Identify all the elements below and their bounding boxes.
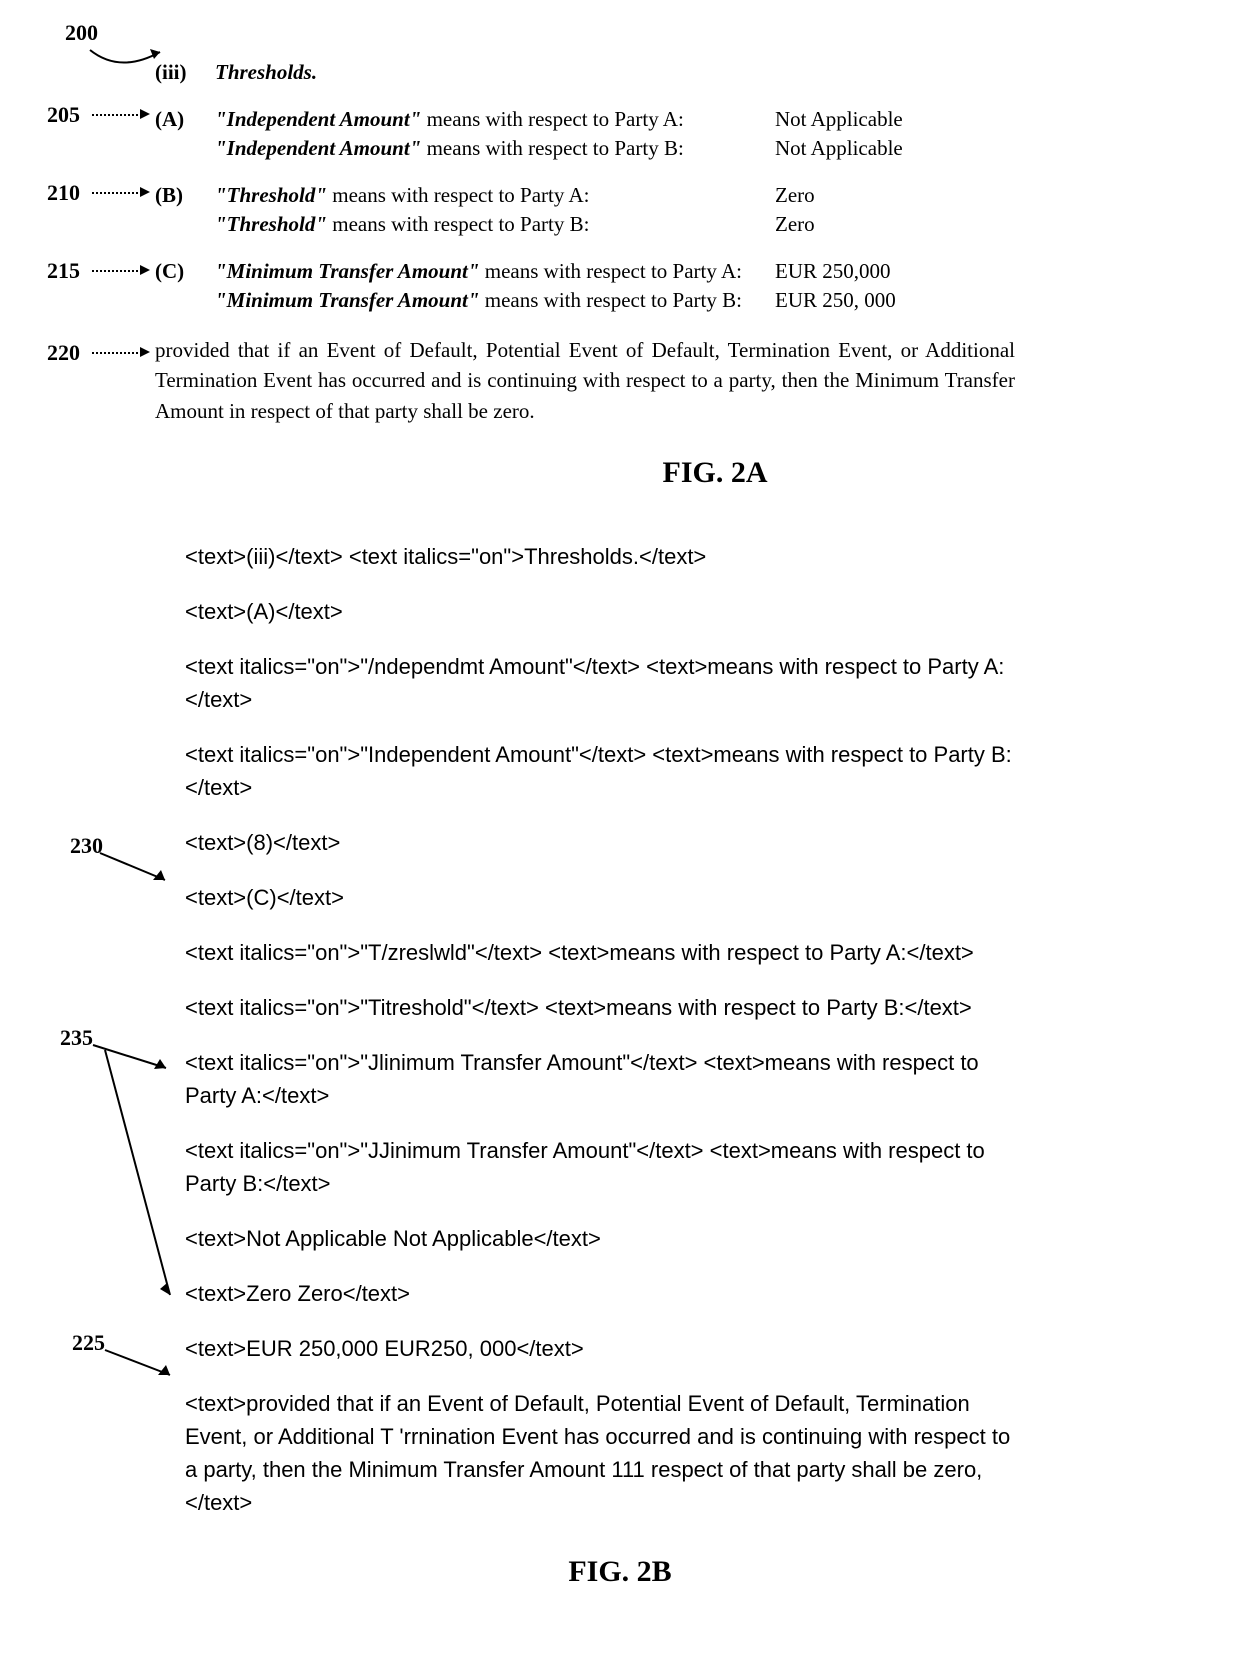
fig2b-line-10: <text>Not Applicable Not Applicable</tex…: [185, 1222, 1015, 1255]
val-a2: Not Applicable: [775, 136, 975, 161]
fig2a-section-c: (C) "Minimum Transfer Amount" means with…: [155, 259, 1155, 313]
rest-a2: means with respect to Party B:: [421, 136, 683, 160]
arrow-210: [140, 186, 152, 198]
val-a1: Not Applicable: [775, 107, 975, 132]
fig2b-line-0: <text>(iii)</text> <text italics="on">Th…: [185, 540, 1015, 573]
ref-210: 210: [47, 180, 80, 206]
fig2b-line-8: <text italics="on">"Jlinimum Transfer Am…: [185, 1046, 1015, 1112]
fig2b-line-13: <text>provided that if an Event of Defau…: [185, 1387, 1015, 1519]
lead-220: [92, 352, 142, 354]
fig-2b-block: <text>(iii)</text> <text italics="on">Th…: [185, 540, 1015, 1541]
marker-b: (B): [155, 183, 215, 208]
arrow-205: [140, 108, 152, 120]
term-b1: "Threshold": [215, 183, 327, 207]
ref-205: 205: [47, 102, 80, 128]
term-c1: "Minimum Transfer Amount": [215, 259, 480, 283]
lead-235b: [100, 1045, 190, 1305]
val-b2: Zero: [775, 212, 975, 237]
fig2b-line-5: <text>(C)</text>: [185, 881, 1015, 914]
term-a1: "Independent Amount": [215, 107, 421, 131]
marker-a: (A): [155, 107, 215, 132]
fig2a-header-row: (iii) Thresholds.: [155, 60, 1155, 85]
fig2b-line-4: <text>(8)</text>: [185, 826, 1015, 859]
val-c1: EUR 250,000: [775, 259, 975, 284]
rest-a1: means with respect to Party A:: [421, 107, 683, 131]
val-c2: EUR 250, 000: [775, 288, 975, 313]
fig2a-section-b: (B) "Threshold" means with respect to Pa…: [155, 183, 1155, 237]
val-b1: Zero: [775, 183, 975, 208]
rest-b1: means with respect to Party A:: [327, 183, 589, 207]
fig2b-line-3: <text italics="on">"Independent Amount"<…: [185, 738, 1015, 804]
fig2a-caption: FIG. 2A: [275, 456, 1155, 490]
lead-215: [92, 270, 142, 272]
term-c2: "Minimum Transfer Amount": [215, 288, 480, 312]
term-a2: "Independent Amount": [215, 136, 421, 160]
term-b2: "Threshold": [215, 212, 327, 236]
fig2b-line-1: <text>(A)</text>: [185, 595, 1015, 628]
fig2a-proviso: provided that if an Event of Default, Po…: [155, 335, 1015, 426]
ref-220: 220: [47, 340, 80, 366]
lead-210: [92, 192, 142, 194]
arrow-220: [140, 346, 152, 358]
lead-225: [100, 1345, 180, 1385]
fig2b-line-7: <text italics="on">"Titreshold"</text> <…: [185, 991, 1015, 1024]
lead-205: [92, 114, 142, 116]
fig2b-line-9: <text italics="on">"JJinimum Transfer Am…: [185, 1134, 1015, 1200]
arrow-215: [140, 264, 152, 276]
fig2b-line-2: <text italics="on">"/ndependmt Amount"</…: [185, 650, 1015, 716]
marker-c: (C): [155, 259, 215, 284]
ref-215: 215: [47, 258, 80, 284]
fig-2a-block: (iii) Thresholds. (A) "Independent Amoun…: [155, 60, 1155, 490]
rest-b2: means with respect to Party B:: [327, 212, 589, 236]
rest-c2: means with respect to Party B:: [480, 288, 742, 312]
rest-c1: means with respect to Party A:: [480, 259, 742, 283]
fig2b-line-11: <text>Zero Zero</text>: [185, 1277, 1015, 1310]
fig2a-header-marker: (iii): [155, 60, 215, 85]
lead-230: [95, 848, 175, 888]
fig2b-line-12: <text>EUR 250,000 EUR250, 000</text>: [185, 1332, 1015, 1365]
fig2b-line-6: <text italics="on">"T/zreslwld"</text> <…: [185, 936, 1015, 969]
fig2a-section-a: (A) "Independent Amount" means with resp…: [155, 107, 1155, 161]
fig2a-header-title: Thresholds.: [215, 60, 775, 85]
fig2b-caption: FIG. 2B: [0, 1555, 1240, 1589]
